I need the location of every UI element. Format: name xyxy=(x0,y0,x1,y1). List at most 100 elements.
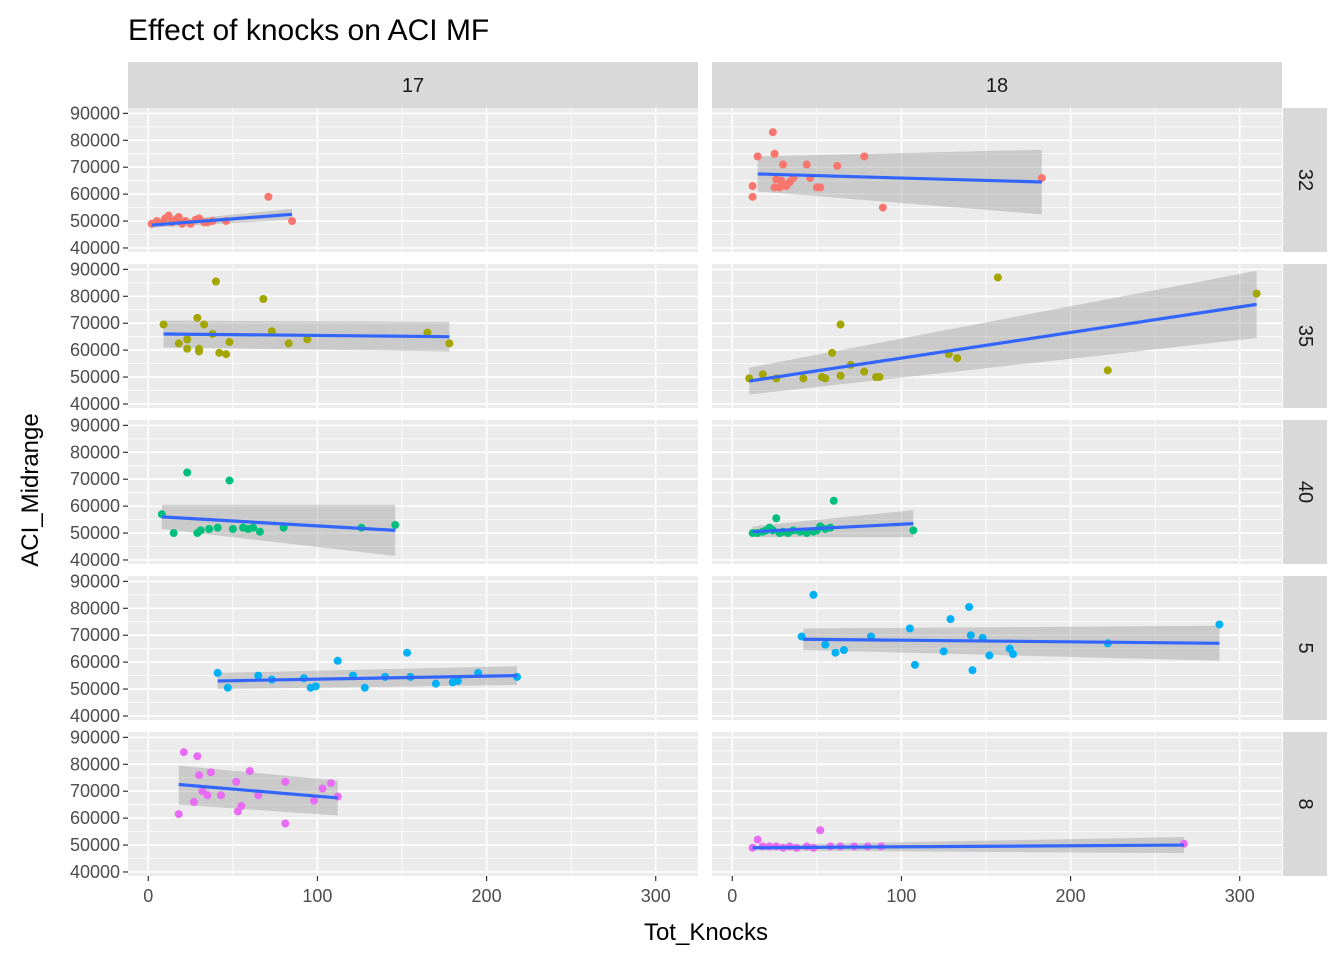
data-point xyxy=(169,529,178,538)
data-point xyxy=(318,784,327,793)
panel-background xyxy=(712,576,1282,720)
data-point xyxy=(195,344,204,353)
data-point xyxy=(878,203,887,212)
data-point xyxy=(836,371,845,380)
data-point xyxy=(326,779,335,788)
y-tick-label: 50000 xyxy=(70,211,120,231)
data-point xyxy=(222,350,231,359)
data-point xyxy=(1103,366,1112,375)
column-strip-label: 17 xyxy=(402,75,424,97)
y-tick-label: 60000 xyxy=(70,340,120,360)
panel-background xyxy=(712,420,1282,564)
data-point xyxy=(281,777,290,786)
data-point xyxy=(223,683,232,692)
trend-line xyxy=(748,302,1257,383)
data-point xyxy=(445,339,454,348)
data-point xyxy=(310,796,319,805)
row-strip-40 xyxy=(1283,420,1327,564)
data-point xyxy=(860,152,869,161)
data-point xyxy=(777,176,786,185)
data-point xyxy=(183,468,192,477)
panel-background xyxy=(128,732,698,876)
data-point xyxy=(215,348,224,357)
y-tick-label: 40000 xyxy=(70,862,120,882)
row-strip-label: 5 xyxy=(1294,642,1316,653)
panel-marks xyxy=(147,192,297,228)
data-point xyxy=(174,339,183,348)
data-point xyxy=(189,797,198,806)
y-tick-label: 90000 xyxy=(70,415,120,435)
data-point xyxy=(831,648,840,657)
data-point xyxy=(748,192,757,201)
data-point xyxy=(816,183,825,192)
data-point xyxy=(772,514,781,523)
y-tick-label: 60000 xyxy=(70,652,120,672)
data-point xyxy=(968,666,977,675)
y-tick-label: 90000 xyxy=(70,103,120,123)
panel-17-5 xyxy=(128,576,698,720)
data-point xyxy=(839,646,848,655)
panel-background xyxy=(128,420,698,564)
data-point xyxy=(768,128,777,137)
x-axis-title: Tot_Knocks xyxy=(644,919,768,946)
data-point xyxy=(183,344,192,353)
data-point xyxy=(213,668,222,677)
y-tick-label: 90000 xyxy=(70,259,120,279)
row-strip-5 xyxy=(1283,576,1327,720)
y-axis-title: ACI_Midrange xyxy=(17,413,44,566)
panel-18-40 xyxy=(712,420,1282,564)
trend-line xyxy=(757,172,1042,184)
y-tick-label: 80000 xyxy=(70,598,120,618)
y-tick-label: 80000 xyxy=(70,286,120,306)
y-tick-label: 40000 xyxy=(70,394,120,414)
y-tick-label: 60000 xyxy=(70,496,120,516)
panel-17-8 xyxy=(128,732,698,876)
data-point xyxy=(993,273,1002,282)
trend-line xyxy=(161,515,396,532)
y-tick-label: 40000 xyxy=(70,706,120,726)
data-point xyxy=(753,835,762,844)
data-point xyxy=(1037,173,1046,182)
data-point xyxy=(281,819,290,828)
panel-background xyxy=(128,108,698,252)
x-tick-label: 200 xyxy=(1056,886,1086,906)
data-point xyxy=(909,526,918,535)
data-point xyxy=(816,826,825,835)
data-point xyxy=(905,624,914,633)
trend-line xyxy=(217,673,518,683)
data-point xyxy=(829,496,838,505)
row-strip-8 xyxy=(1283,732,1327,876)
data-point xyxy=(164,211,173,220)
x-tick-label: 100 xyxy=(886,886,916,906)
data-point xyxy=(211,277,220,286)
data-point xyxy=(453,676,462,685)
confidence-band xyxy=(803,625,1220,661)
trend-line xyxy=(752,843,1184,850)
y-tick-label: 40000 xyxy=(70,238,120,258)
data-point xyxy=(195,771,204,780)
data-point xyxy=(213,523,222,532)
y-tick-label: 50000 xyxy=(70,679,120,699)
row-strip-label: 40 xyxy=(1294,481,1316,503)
trend-line xyxy=(178,782,338,800)
data-point xyxy=(200,320,209,329)
panel-marks xyxy=(159,277,454,359)
data-point xyxy=(802,529,811,538)
chart-title: Effect of knocks on ACI MF xyxy=(128,14,489,47)
data-point xyxy=(431,679,440,688)
y-tick-label: 70000 xyxy=(70,313,120,333)
data-point xyxy=(802,160,811,169)
data-point xyxy=(1009,650,1018,659)
panel-18-35 xyxy=(712,264,1282,408)
data-point xyxy=(206,768,215,777)
y-tick-label: 50000 xyxy=(70,367,120,387)
y-tick-label: 60000 xyxy=(70,184,120,204)
data-point xyxy=(288,217,297,226)
data-point xyxy=(946,615,955,624)
y-tick-label: 70000 xyxy=(70,625,120,645)
data-point xyxy=(403,648,412,657)
trend-line xyxy=(163,332,450,339)
x-tick-label: 100 xyxy=(302,886,332,906)
data-point xyxy=(779,160,788,169)
